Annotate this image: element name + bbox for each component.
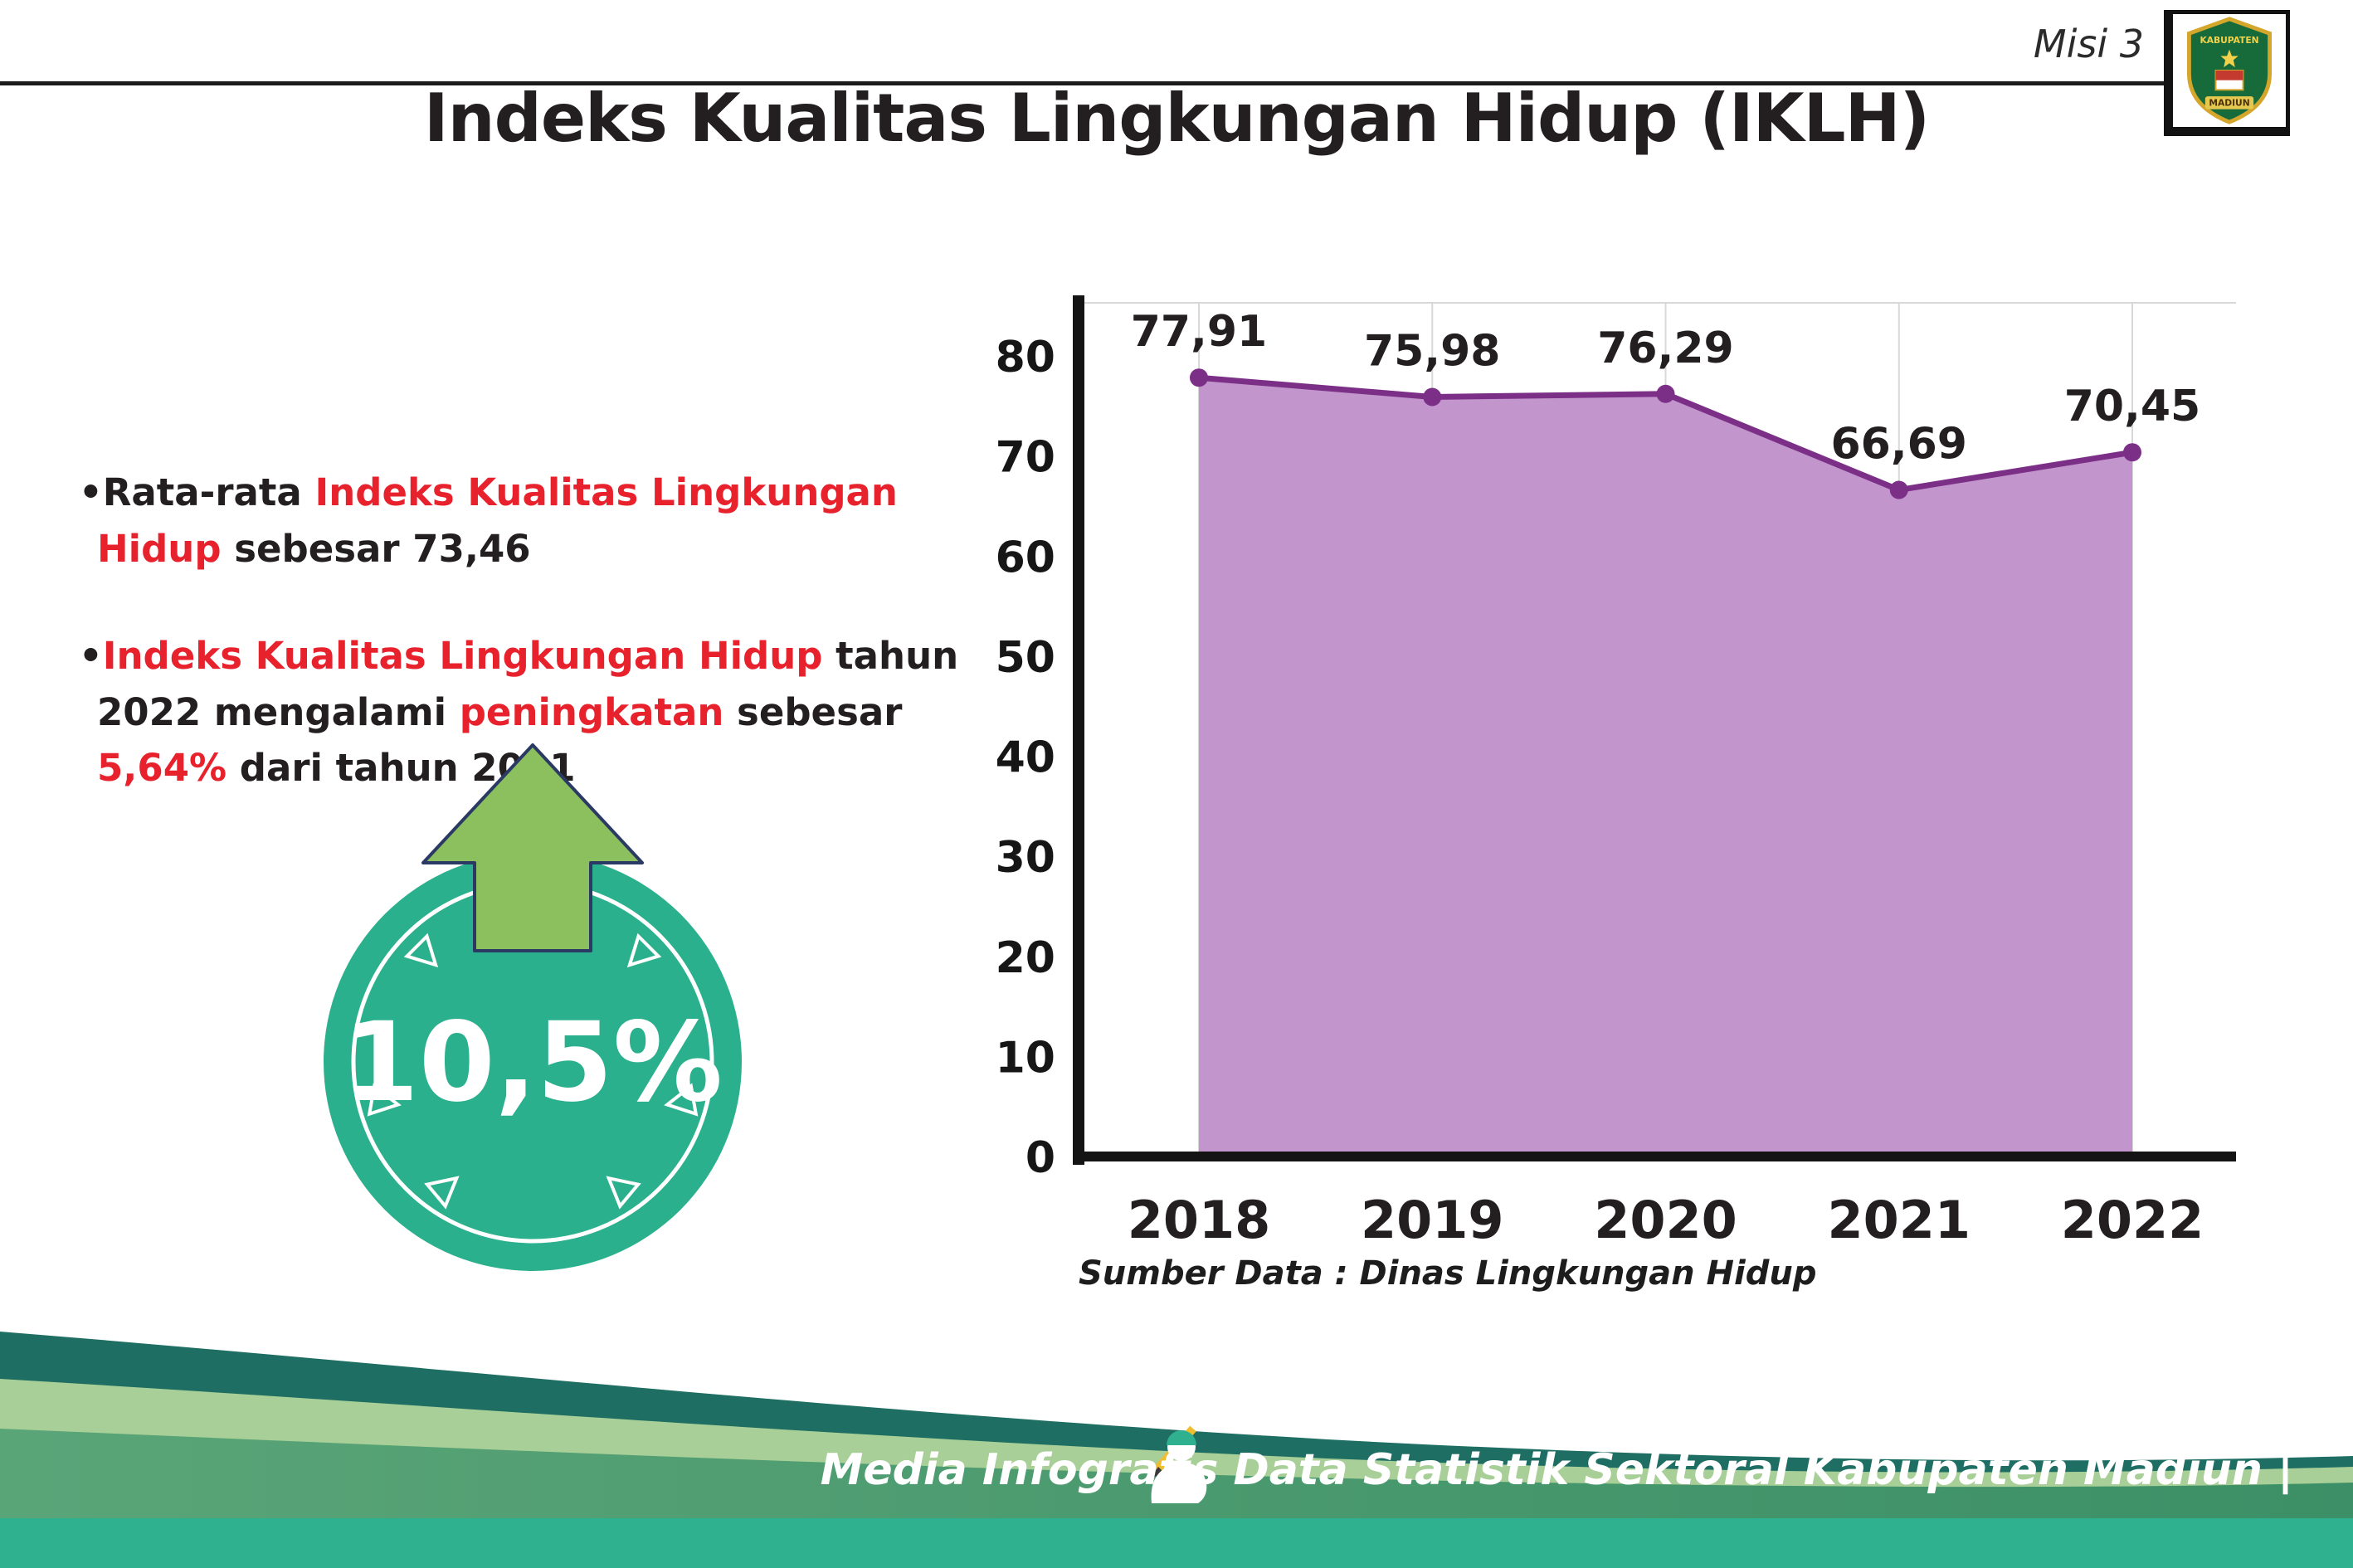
y-tick-60: 60: [996, 533, 1055, 582]
mascot-beret: [1167, 1430, 1196, 1445]
chart-point-2022: [2123, 443, 2141, 462]
iklh-area-chart: 77,91 75,98 76,29 66,69 70,45 0 10 20 30 40 50 60 70…: [996, 295, 2236, 1250]
x-tick-2021: 2021: [1827, 1190, 1971, 1250]
bullet-marker: •: [79, 470, 103, 514]
mission-label: Misi 3: [2033, 22, 2144, 66]
x-axis: [1073, 1152, 2236, 1161]
badge-triangle-icon: [424, 1176, 460, 1210]
badge-circle: [324, 853, 742, 1271]
mascot-body: [1151, 1463, 1207, 1503]
bullet-text: sebesar: [723, 689, 916, 734]
x-tick-2019: 2019: [1361, 1190, 1504, 1250]
data-source: Sumber Data : Dinas Lingkungan Hidup: [1079, 1254, 1817, 1293]
badge-triangle-icon: [403, 933, 439, 968]
y-tick-70: 70: [996, 433, 1055, 483]
x-tick-2022: 2022: [2061, 1190, 2204, 1250]
y-tick-50: 50: [996, 633, 1055, 683]
increase-badge: 10,5%: [324, 743, 742, 1271]
mascot-icon: [1150, 1425, 1207, 1503]
footer-strip: [0, 1518, 2353, 1568]
y-axis: [1073, 295, 1084, 1165]
badge-tick-marks: [367, 933, 699, 1210]
y-tick-20: 20: [996, 933, 1055, 983]
y-tick-10: 10: [996, 1033, 1055, 1083]
crest-banner: [2204, 96, 2254, 110]
value-label-2018: 77,91: [1131, 307, 1267, 357]
bullet-marker: •: [79, 634, 103, 678]
y-tick-0: 0: [1025, 1133, 1055, 1183]
chart-point-2020: [1656, 384, 1675, 403]
badge-triangle-icon: [626, 933, 662, 968]
x-tick-2018: 2018: [1128, 1190, 1271, 1250]
bullet-text-highlight: Indeks Kualitas Lingkungan Hidup: [97, 470, 911, 571]
x-tick-2020: 2020: [1594, 1190, 1737, 1250]
badge-triangle-icon: [606, 1176, 641, 1210]
header-rule: [0, 81, 2167, 85]
summary-bullets: •Rata-rata Indeks Kualitas Lingkungan Hi…: [79, 465, 991, 796]
page-title: Indeks Kualitas Lingkungan Hidup (IKLH): [423, 80, 1930, 157]
bullet-increase: •Indeks Kualitas Lingkungan Hidup tahun …: [79, 628, 991, 796]
badge-triangle-icon: [367, 1083, 402, 1117]
footer-credit: Media Infografis Data Statistik Sektoral…: [820, 1445, 2293, 1495]
bullet-text: tahun 2022 mengalami: [97, 634, 972, 734]
value-label-2021: 66,69: [1831, 420, 1967, 470]
bullet-average: •Rata-rata Indeks Kualitas Lingkungan Hi…: [79, 465, 991, 577]
chart-point-2018: [1190, 368, 1208, 387]
badge-triangle-icon: [664, 1083, 699, 1117]
crest-inner-shield-top: [2215, 71, 2243, 80]
bullet-text: Rata-rata: [102, 470, 315, 514]
badge-value: 10,5%: [343, 999, 723, 1127]
crest-line2: MADIUN: [2209, 98, 2249, 109]
chart-point-2019: [1423, 387, 1442, 407]
bullet-text-highlight: Indeks Kualitas Lingkungan Hidup: [102, 634, 823, 678]
y-tick-40: 40: [996, 733, 1055, 783]
crest-star-icon: [2220, 49, 2239, 68]
y-tick-80: 80: [996, 333, 1055, 382]
value-label-2020: 76,29: [1597, 324, 1733, 373]
bullet-text: sebesar 73,46: [221, 526, 531, 571]
footer-waves: [0, 1332, 2353, 1568]
chart-point-2021: [1889, 480, 1908, 499]
pencil-tip: [1150, 1467, 1165, 1478]
crest-line1: KABUPATEN: [2200, 35, 2258, 46]
up-arrow-icon: [421, 743, 644, 952]
kabupaten-madiun-logo: KABUPATEN MADIUN: [2164, 10, 2290, 136]
bullet-text-highlight: 5,64%: [97, 746, 227, 790]
chart-area: [1199, 377, 2132, 1157]
value-label-2019: 75,98: [1364, 326, 1500, 376]
bullet-text-highlight: peningkatan: [459, 689, 724, 734]
crest-icon: KABUPATEN MADIUN: [2187, 17, 2272, 124]
value-label-2022: 70,45: [2064, 382, 2200, 431]
y-tick-30: 30: [996, 833, 1055, 883]
